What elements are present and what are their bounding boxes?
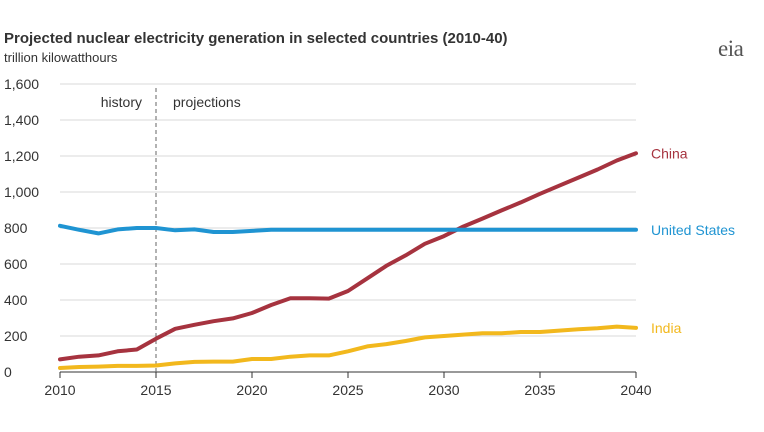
series-label: China — [651, 145, 688, 161]
series-line-united-states — [58, 223, 638, 236]
y-tick-label: 1,600 — [4, 76, 39, 92]
series-line-china — [58, 151, 638, 362]
y-tick-label: 1,200 — [4, 148, 39, 164]
x-tick-label: 2010 — [44, 382, 75, 398]
y-tick-label: 200 — [4, 328, 28, 344]
series-line-india — [58, 324, 638, 370]
y-tick-label: 800 — [4, 220, 28, 236]
chart-subtitle: trillion kilowatthours — [4, 50, 118, 65]
x-tick-label: 2030 — [428, 382, 459, 398]
y-tick-label: 1,000 — [4, 184, 39, 200]
y-tick-label: 0 — [4, 364, 12, 380]
history-label: history — [101, 94, 142, 110]
x-tick-label: 2025 — [332, 382, 363, 398]
y-tick-label: 1,400 — [4, 112, 39, 128]
y-tick-label: 600 — [4, 256, 28, 272]
x-tick-label: 2015 — [140, 382, 171, 398]
series-label: India — [651, 320, 682, 336]
projections-label: projections — [173, 94, 241, 110]
x-tick-label: 2040 — [620, 382, 651, 398]
x-tick-label: 2020 — [236, 382, 267, 398]
x-tick-label: 2035 — [524, 382, 555, 398]
series-label: United States — [651, 222, 735, 238]
chart-title: Projected nuclear electricity generation… — [4, 30, 508, 47]
y-tick-label: 400 — [4, 292, 28, 308]
eia-logo: eia — [718, 36, 744, 61]
